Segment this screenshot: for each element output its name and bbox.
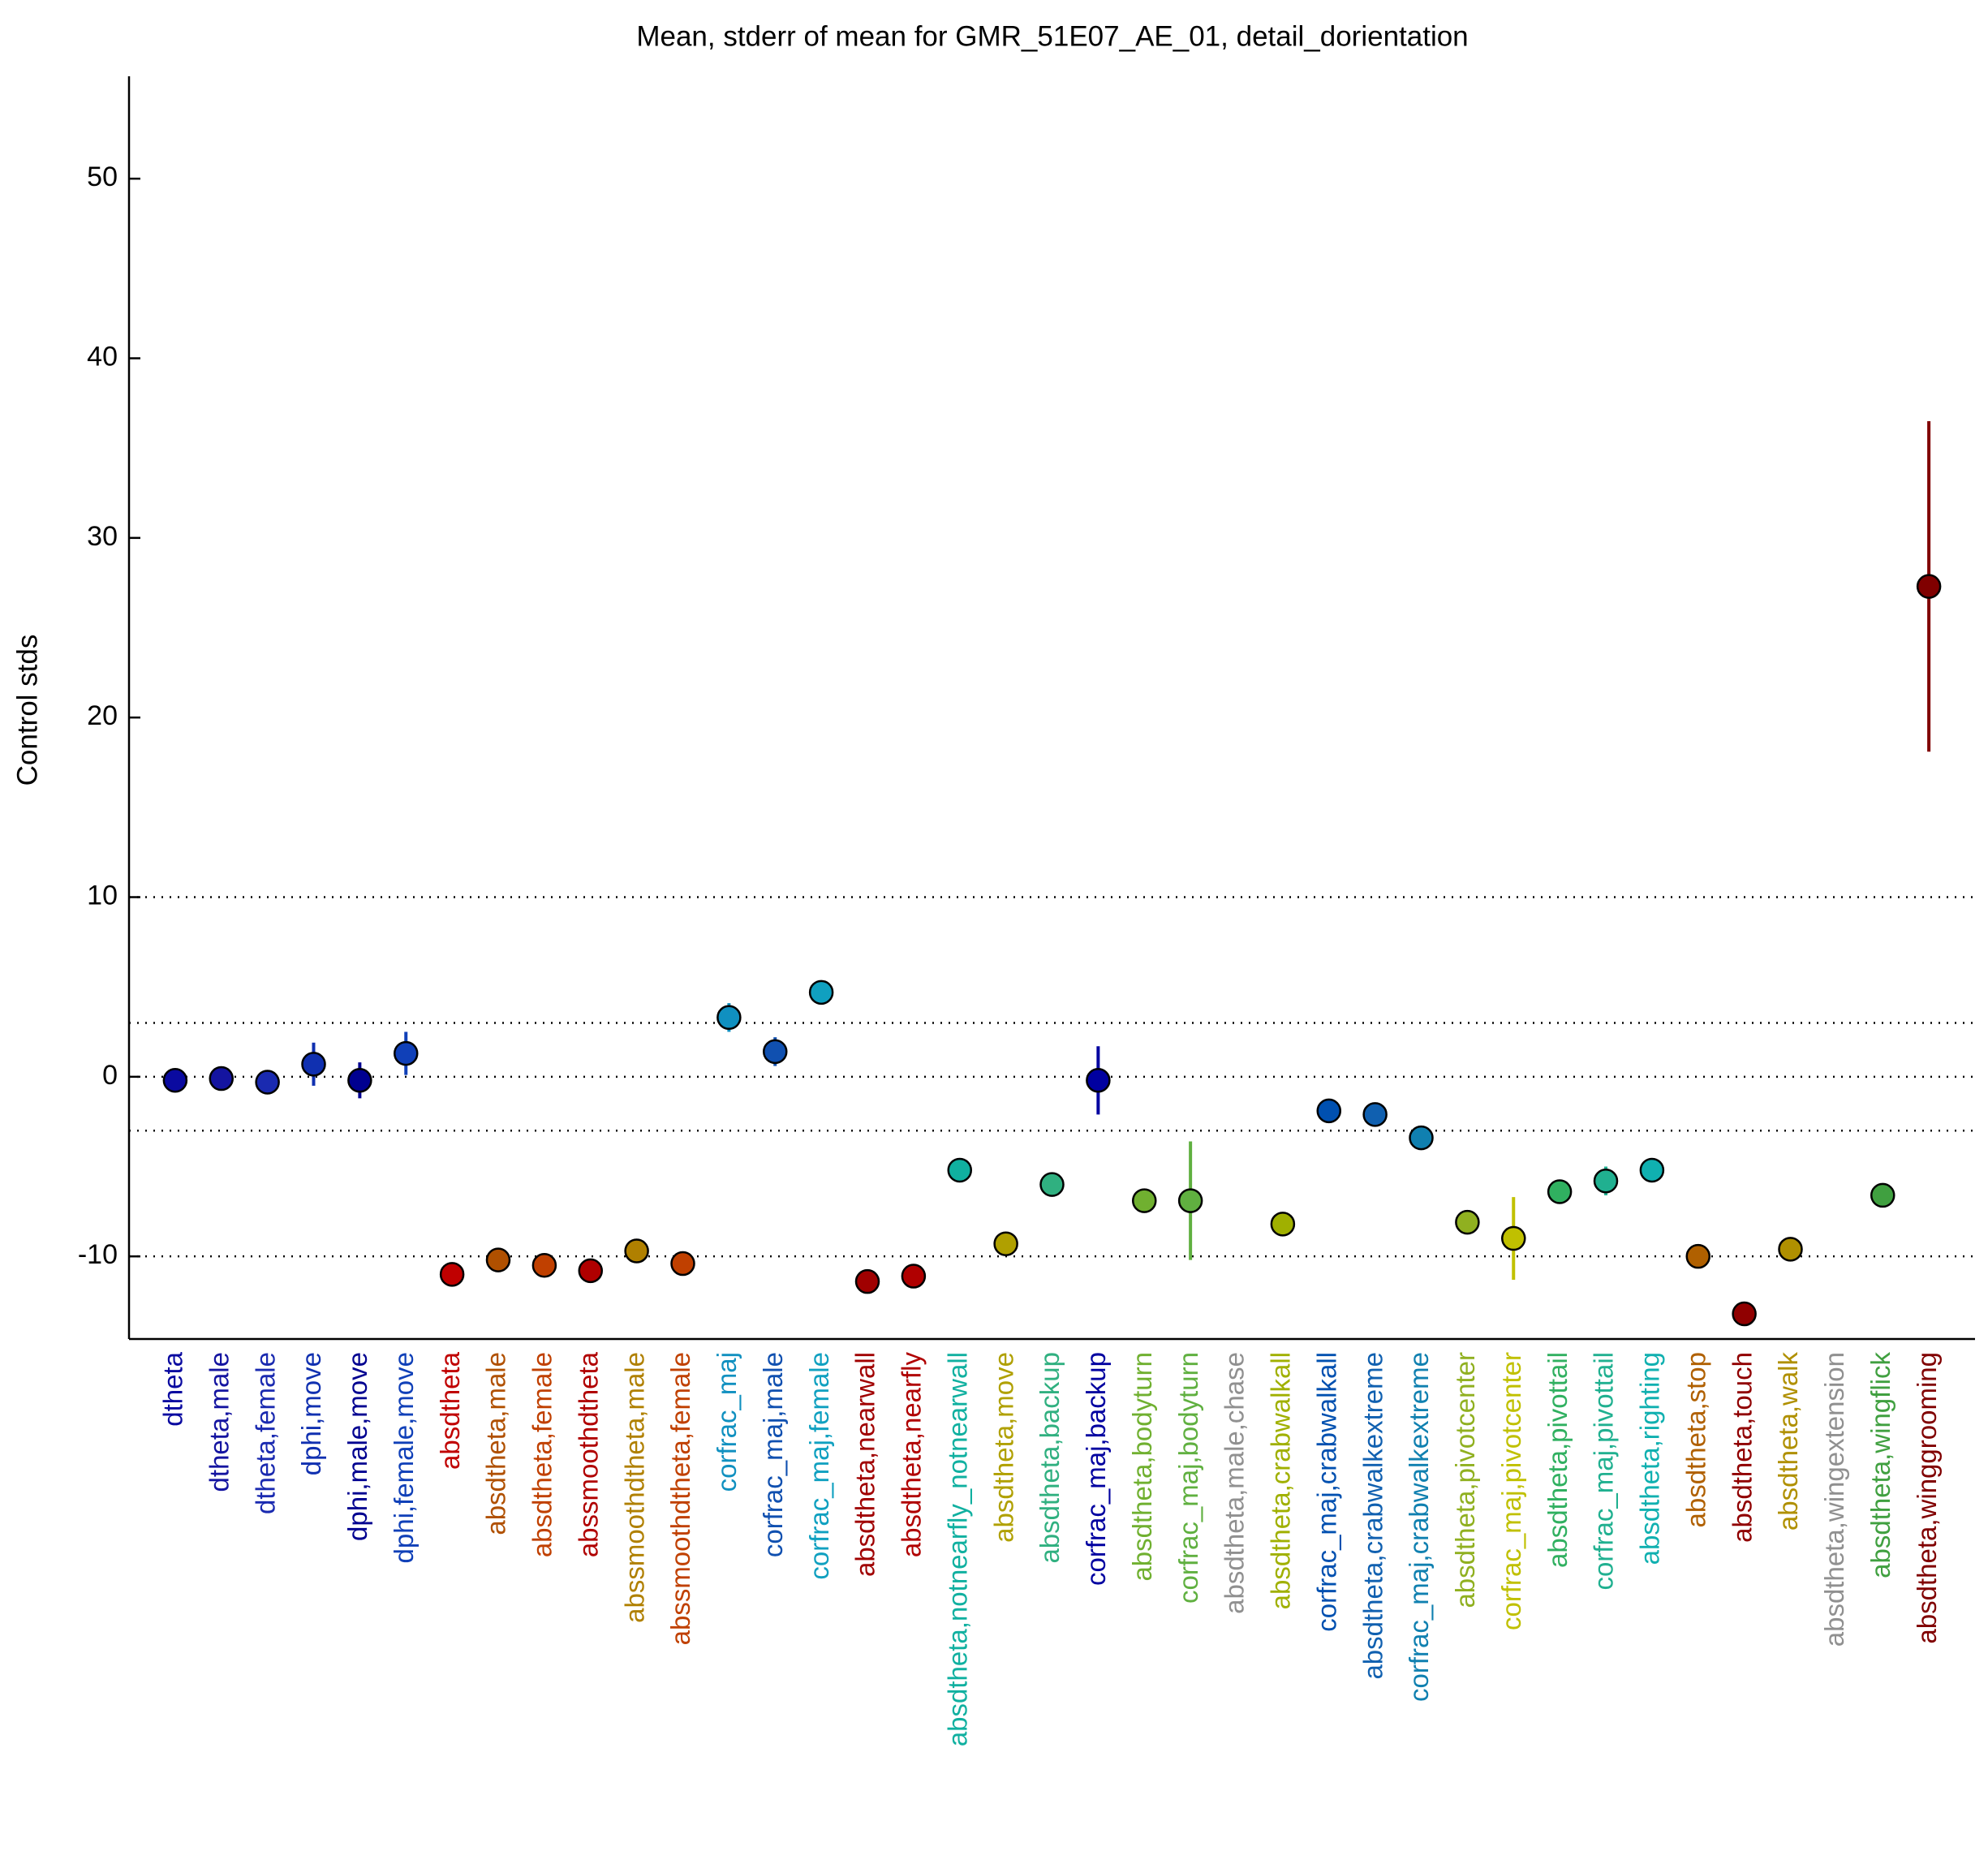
x-tick-label: absdtheta,male,chase	[1220, 1352, 1250, 1614]
x-tick-label: dphi,move	[296, 1352, 326, 1475]
x-tick-label: absdtheta,winggrooming	[1912, 1352, 1942, 1644]
x-tick-label: absdtheta,notnearfly_notnearwall	[942, 1352, 972, 1746]
x-tick-label: absdtheta,wingflick	[1865, 1352, 1895, 1578]
x-tick-label: absdtheta,male	[481, 1352, 511, 1535]
mean-marker	[347, 1068, 372, 1093]
x-tick-label: corfrac_maj,pivotcenter	[1496, 1352, 1526, 1630]
mean-marker	[901, 1264, 927, 1289]
mean-marker	[162, 1068, 188, 1093]
x-tick-label: absdtheta,stop	[1680, 1352, 1710, 1528]
y-tick-label: 50	[87, 161, 118, 192]
chart-title: Mean, stderr of mean for GMR_51E07_AE_01…	[636, 20, 1468, 52]
mean-marker	[1039, 1172, 1065, 1197]
x-tick-label: absdtheta,move	[988, 1352, 1018, 1543]
x-tick-label: absdtheta,crabwalkextreme	[1358, 1352, 1388, 1680]
mean-marker	[1732, 1301, 1757, 1327]
mean-marker	[624, 1238, 649, 1264]
mean-marker	[1501, 1225, 1526, 1251]
mean-marker	[1916, 574, 1942, 599]
mean-marker	[716, 1005, 742, 1031]
y-axis-label: Control stds	[11, 635, 43, 786]
x-tick-label: abssmoothdtheta,male	[619, 1352, 649, 1623]
x-tick-label: absdtheta,touch	[1727, 1352, 1757, 1543]
y-tick-label: -10	[78, 1239, 118, 1270]
mean-marker	[1177, 1188, 1203, 1213]
x-tick-label: corfrac_maj,bodyturn	[1173, 1352, 1203, 1604]
x-tick-label: corfrac_maj,crabwalkall	[1311, 1352, 1341, 1632]
x-tick-label: absdtheta,righting	[1635, 1352, 1665, 1565]
mean-marker	[1593, 1168, 1619, 1194]
x-tick-label: abssmoothdtheta	[573, 1351, 603, 1557]
x-tick-label: absdtheta,bodyturn	[1127, 1352, 1157, 1582]
mean-marker	[1409, 1125, 1434, 1151]
mean-marker	[1086, 1068, 1111, 1093]
y-tick-label: 10	[87, 880, 118, 911]
mean-marker	[993, 1231, 1018, 1256]
y-tick-label: 30	[87, 521, 118, 552]
mean-marker	[485, 1247, 511, 1272]
x-tick-label: corfrac_maj,female	[804, 1352, 834, 1580]
mean-marker	[1270, 1212, 1296, 1237]
mean-marker	[947, 1157, 972, 1183]
mean-marker	[1870, 1182, 1895, 1208]
y-tick-label: 20	[87, 700, 118, 731]
y-tick-label: 40	[87, 341, 118, 372]
x-tick-label: dtheta,female	[250, 1352, 280, 1514]
mean-marker	[1547, 1179, 1573, 1204]
x-tick-label: absdtheta,walk	[1773, 1352, 1803, 1531]
mean-marker	[209, 1066, 234, 1091]
x-tick-label: absdtheta,crabwalkall	[1266, 1352, 1296, 1609]
mean-marker	[394, 1040, 419, 1066]
x-tick-label: corfrac_maj,backup	[1081, 1352, 1111, 1586]
mean-marker	[1132, 1188, 1157, 1213]
mean-marker	[301, 1052, 326, 1077]
x-tick-label: dtheta	[158, 1351, 188, 1426]
mean-marker	[439, 1262, 465, 1287]
mean-marker	[531, 1253, 557, 1278]
x-tick-label: absdtheta,pivottail	[1543, 1352, 1573, 1568]
mean-marker	[670, 1251, 695, 1277]
mean-marker	[1685, 1243, 1710, 1269]
mean-marker	[1316, 1098, 1341, 1124]
mean-marker	[1639, 1157, 1665, 1183]
mean-marker	[1362, 1102, 1388, 1127]
mean-marker	[1778, 1237, 1803, 1262]
x-tick-label: corfrac_maj,crabwalkextreme	[1404, 1352, 1434, 1702]
x-tick-label: abssmoothdtheta,female	[665, 1352, 695, 1645]
mean-marker	[1455, 1209, 1480, 1235]
mean-marker	[854, 1268, 880, 1294]
x-tick-label: dphi,male,move	[342, 1352, 372, 1541]
x-tick-label: dtheta,male	[204, 1352, 234, 1492]
x-tick-label: absdtheta,wingextension	[1819, 1352, 1849, 1647]
mean-marker	[763, 1039, 788, 1065]
mean-marker	[578, 1258, 603, 1284]
x-tick-label: absdtheta	[435, 1351, 465, 1470]
x-tick-label: dphi,female,move	[389, 1352, 419, 1563]
x-tick-label: absdtheta,female	[527, 1352, 557, 1557]
x-tick-label: corfrac_maj	[712, 1352, 742, 1492]
x-tick-label: absdtheta,nearfly	[897, 1352, 927, 1558]
mean-marker	[808, 980, 834, 1005]
x-tick-label: corfrac_maj,pivottail	[1589, 1352, 1619, 1590]
mean-marker	[255, 1070, 280, 1095]
x-tick-label: absdtheta,nearwall	[850, 1352, 880, 1577]
x-tick-label: absdtheta,backup	[1035, 1352, 1065, 1564]
x-tick-label: corfrac_maj,male	[758, 1352, 788, 1557]
y-tick-label: 0	[102, 1060, 118, 1091]
x-tick-label: absdtheta,pivotcenter	[1450, 1352, 1480, 1608]
